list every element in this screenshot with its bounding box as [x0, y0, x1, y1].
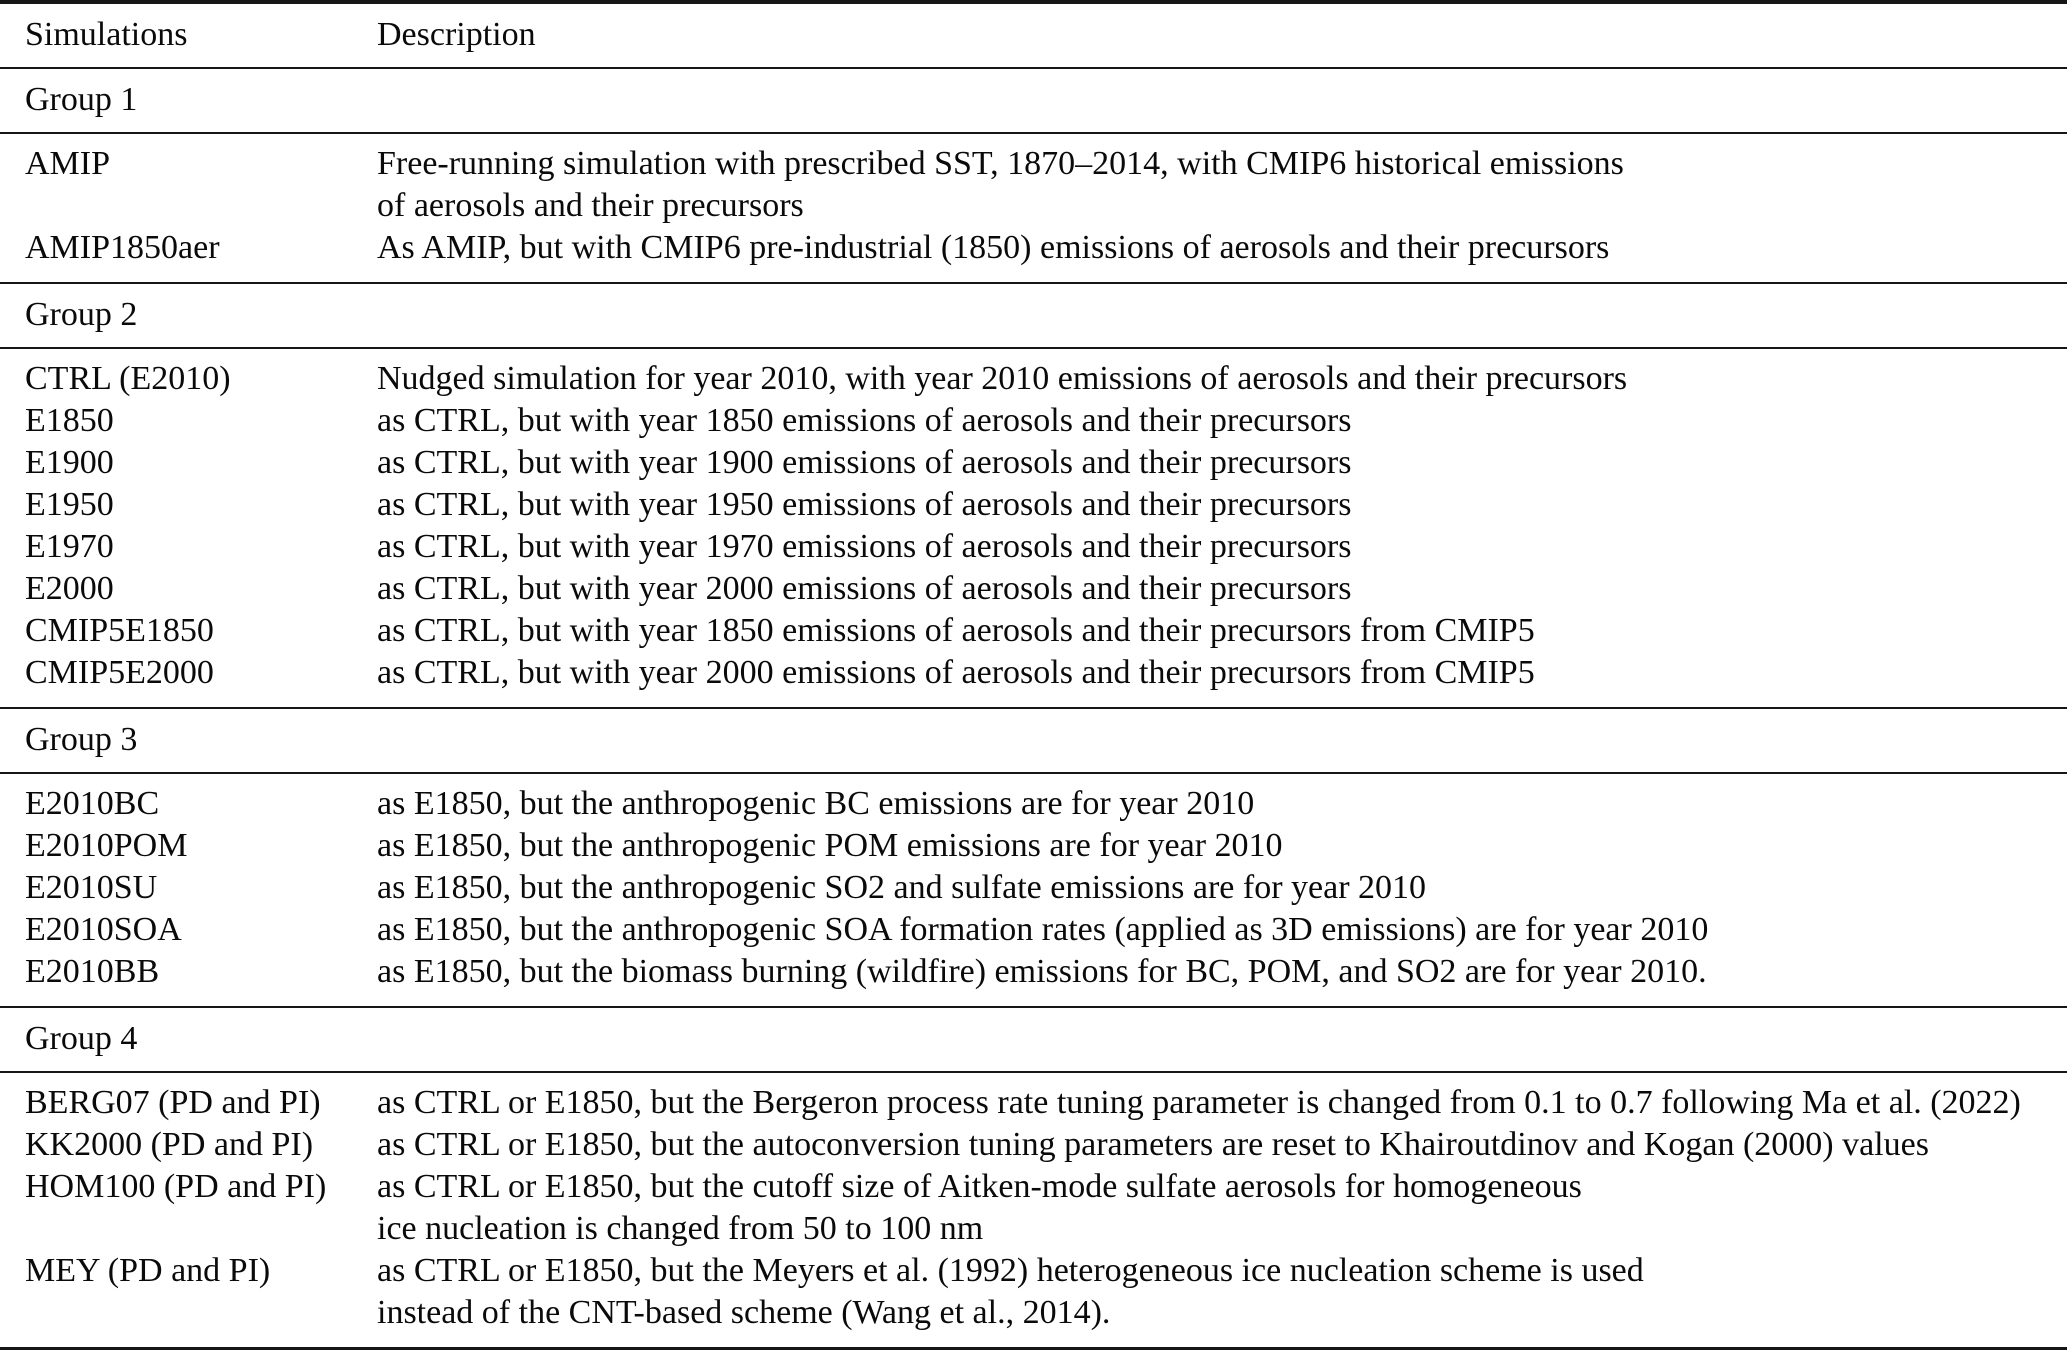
- sim-desc-cell: as E1850, but the anthropogenic SOA form…: [377, 911, 1709, 948]
- table-row: BERG07 (PD and PI) as CTRL or E1850, but…: [0, 1072, 2067, 1124]
- sim-desc-cell: as CTRL or E1850, but the Bergeron proce…: [377, 1084, 2021, 1121]
- sim-name-cell: CTRL (E2010): [25, 360, 231, 397]
- sim-desc-cell: as CTRL, but with year 1970 emissions of…: [377, 528, 1352, 565]
- group-label: Group 1: [0, 67, 2067, 134]
- sim-name-cell: E1950: [25, 486, 114, 523]
- group-header-row: Group 4: [0, 1006, 2067, 1073]
- group-label: Group 3: [0, 707, 2067, 774]
- sim-desc-cell: as CTRL, but with year 1850 emissions of…: [377, 402, 1352, 439]
- group-header-row: Group 1: [0, 67, 2067, 134]
- table-row: MEY (PD and PI) as CTRL or E1850, but th…: [0, 1250, 2067, 1349]
- sim-desc-cell: as CTRL or E1850, but the autoconversion…: [377, 1126, 1929, 1163]
- sim-desc-cell: as E1850, but the biomass burning (wildf…: [377, 953, 1707, 990]
- table-row: E1900 as CTRL, but with year 1900 emissi…: [0, 442, 2067, 484]
- sim-name-cell: CMIP5E2000: [25, 654, 214, 691]
- table-row: CMIP5E2000 as CTRL, but with year 2000 e…: [0, 652, 2067, 708]
- sim-name-cell: AMIP1850aer: [25, 229, 220, 266]
- table-row: E2010POM as E1850, but the anthropogenic…: [0, 825, 2067, 867]
- sim-name-cell: CMIP5E1850: [25, 612, 214, 649]
- sim-name-cell: E2010POM: [25, 827, 188, 864]
- sim-name-cell: BERG07 (PD and PI): [25, 1084, 321, 1121]
- group-body: E2010BC as E1850, but the anthropogenic …: [0, 773, 2067, 1007]
- table-row: E2010SU as E1850, but the anthropogenic …: [0, 867, 2067, 909]
- group-header: Group 4: [0, 1006, 2067, 1073]
- sim-desc-cell: as CTRL, but with year 1900 emissions of…: [377, 444, 1352, 481]
- sim-desc-cell: as CTRL, but with year 1850 emissions of…: [377, 612, 1535, 649]
- table-row: E2010BC as E1850, but the anthropogenic …: [0, 773, 2067, 825]
- group-label: Group 4: [0, 1006, 2067, 1073]
- header-row: Simulations Description: [0, 2, 2067, 69]
- group-label: Group 2: [0, 282, 2067, 349]
- table-header: Simulations Description: [0, 2, 2067, 69]
- table-row: CMIP5E1850 as CTRL, but with year 1850 e…: [0, 610, 2067, 652]
- sim-name-cell: E2010SOA: [25, 911, 182, 948]
- group-body: AMIP Free-running simulation with prescr…: [0, 133, 2067, 283]
- sim-name-cell: HOM100 (PD and PI): [25, 1168, 327, 1205]
- table-row: E1850 as CTRL, but with year 1850 emissi…: [0, 400, 2067, 442]
- group-header: Group 2: [0, 282, 2067, 349]
- sim-name-cell: E1900: [25, 444, 114, 481]
- sim-name-cell: E2010BC: [25, 785, 160, 822]
- sim-desc-cell: as E1850, but the anthropogenic POM emis…: [377, 827, 1283, 864]
- sim-name-cell: E1970: [25, 528, 114, 565]
- group-body: BERG07 (PD and PI) as CTRL or E1850, but…: [0, 1072, 2067, 1349]
- table-row: CTRL (E2010) Nudged simulation for year …: [0, 348, 2067, 400]
- sim-desc-cell: as CTRL, but with year 2000 emissions of…: [377, 570, 1352, 607]
- sim-desc-cell: as CTRL or E1850, but the cutoff size of…: [377, 1168, 1582, 1247]
- sim-name-cell: E2010SU: [25, 869, 158, 906]
- sim-desc-cell: as CTRL, but with year 2000 emissions of…: [377, 654, 1535, 691]
- table-row: HOM100 (PD and PI) as CTRL or E1850, but…: [0, 1166, 2067, 1250]
- sim-desc-cell: As AMIP, but with CMIP6 pre-industrial (…: [377, 229, 1610, 266]
- col-header-description: Description: [352, 2, 2067, 69]
- sim-name-cell: E2000: [25, 570, 114, 607]
- table-row: KK2000 (PD and PI) as CTRL or E1850, but…: [0, 1124, 2067, 1166]
- sim-desc-cell: Nudged simulation for year 2010, with ye…: [377, 360, 1628, 397]
- group-header: Group 1: [0, 67, 2067, 134]
- table-row: E2010BB as E1850, but the biomass burnin…: [0, 951, 2067, 1007]
- table-row: E1950 as CTRL, but with year 1950 emissi…: [0, 484, 2067, 526]
- group-header: Group 3: [0, 707, 2067, 774]
- col-header-simulations: Simulations: [0, 2, 352, 69]
- table-row: E2000 as CTRL, but with year 2000 emissi…: [0, 568, 2067, 610]
- sim-desc-cell: as E1850, but the anthropogenic BC emiss…: [377, 785, 1255, 822]
- group-header-row: Group 3: [0, 707, 2067, 774]
- sim-name-cell: MEY (PD and PI): [25, 1252, 271, 1289]
- table-row: E2010SOA as E1850, but the anthropogenic…: [0, 909, 2067, 951]
- sim-desc-cell: as CTRL or E1850, but the Meyers et al. …: [377, 1252, 1644, 1331]
- table-row: AMIP1850aer As AMIP, but with CMIP6 pre-…: [0, 227, 2067, 283]
- sim-name-cell: KK2000 (PD and PI): [25, 1126, 314, 1163]
- sim-name-cell: AMIP: [25, 145, 111, 182]
- group-body: CTRL (E2010) Nudged simulation for year …: [0, 348, 2067, 708]
- sim-desc-cell: Free-running simulation with prescribed …: [377, 145, 1624, 224]
- group-header-row: Group 2: [0, 282, 2067, 349]
- sim-desc-cell: as E1850, but the anthropogenic SO2 and …: [377, 869, 1427, 906]
- sim-name-cell: E1850: [25, 402, 114, 439]
- table-row: E1970 as CTRL, but with year 1970 emissi…: [0, 526, 2067, 568]
- table-row: AMIP Free-running simulation with prescr…: [0, 133, 2067, 227]
- sim-name-cell: E2010BB: [25, 953, 160, 990]
- sim-desc-cell: as CTRL, but with year 1950 emissions of…: [377, 486, 1352, 523]
